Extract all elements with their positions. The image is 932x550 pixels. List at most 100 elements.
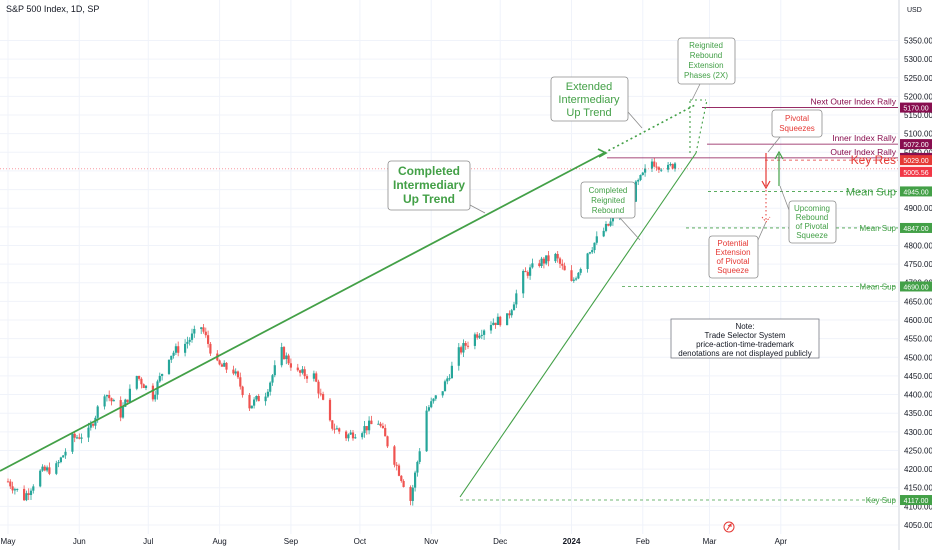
upcoming-rebound-line-3: of Pivotal: [796, 222, 829, 231]
candle-body: [512, 304, 516, 311]
candle-body: [411, 487, 414, 501]
candle-body: [257, 395, 260, 402]
extended-trend-line-1: Extended: [566, 81, 612, 93]
candle-body: [46, 467, 49, 471]
pivotal-squeezes-line-2: Squeezes: [779, 124, 815, 133]
candle-body: [655, 166, 658, 168]
candle-body: [71, 433, 74, 452]
candle-body: [508, 313, 511, 316]
candle-body: [384, 428, 387, 437]
candle-body: [112, 400, 115, 402]
candle-body: [607, 223, 610, 226]
candle-body: [78, 437, 81, 439]
replay-icon[interactable]: [723, 521, 735, 533]
candle-body: [556, 253, 559, 259]
level-label: Inner Index Rally: [832, 133, 897, 143]
candle-body: [92, 424, 95, 426]
squeeze-dotted-head: [761, 216, 771, 223]
candle-body: [188, 339, 191, 342]
candle-body: [209, 343, 212, 354]
completed-trend-arrow: [597, 148, 608, 158]
level-tag: [900, 495, 932, 506]
candle-body: [478, 335, 481, 338]
reignited-extension-annotation: Reignited Rebound Extension Phases (2X): [677, 37, 736, 85]
candle-body: [161, 373, 164, 376]
candle-body: [547, 255, 550, 262]
candle-body: [25, 493, 28, 501]
candle-body: [170, 355, 173, 360]
level-tag-text: 4847.00: [903, 226, 928, 233]
time-axis[interactable]: May Jun Jul Aug Sep Oct Nov Dec 2024 Feb Mar Apr: [0, 537, 787, 546]
candle-body: [110, 398, 113, 402]
price-axis-background[interactable]: [900, 0, 932, 550]
candle-body: [23, 488, 26, 501]
level-label: Outer Index Rally: [830, 147, 896, 157]
candle-body: [186, 341, 189, 344]
candle-body: [239, 377, 242, 387]
y-tick-label: 4550.00: [904, 335, 932, 344]
potential-ext-line-4: Squeeze: [717, 266, 749, 275]
candle-body: [138, 375, 141, 379]
candle-body: [673, 163, 677, 169]
candle-body: [255, 395, 258, 400]
candle-body: [660, 169, 663, 171]
extended-trend-annotation: Extended Intermediary Up Trend: [550, 76, 629, 122]
candle-body: [184, 343, 187, 353]
candle-body: [657, 167, 660, 170]
completed-rebound-line-1: Completed: [589, 186, 628, 195]
completed-trend-line-1: Completed: [398, 164, 460, 178]
candle-body: [285, 355, 288, 360]
level-tag: [900, 281, 932, 292]
candle-body: [430, 401, 433, 408]
candle-body: [464, 343, 467, 346]
candle-body: [144, 385, 148, 389]
y-tick-label: 4750.00: [904, 260, 932, 269]
reignited-ext-line-4: Phases (2X): [684, 71, 728, 80]
candle-body: [271, 375, 274, 383]
candle-body: [448, 378, 451, 380]
candle-body: [351, 432, 355, 439]
level-tag: [900, 102, 932, 113]
y-tick-label: 5150.00: [904, 111, 932, 120]
candle-body: [322, 394, 325, 400]
candle-body: [140, 378, 143, 385]
candle-body: [515, 293, 518, 305]
candle-body: [363, 426, 366, 434]
candle-body: [494, 322, 497, 326]
x-tick-label: Apr: [775, 537, 788, 546]
note-box: Note: Trade Selector System price-action…: [670, 318, 820, 359]
candle-body: [529, 267, 532, 276]
candle-body: [331, 420, 334, 429]
candle-body: [305, 376, 309, 379]
candle-body: [9, 481, 12, 487]
candle-body: [273, 365, 276, 376]
candle-body: [400, 475, 403, 481]
level-tag-text: 5029.00: [903, 158, 928, 165]
reignited-ext-line-3: Extension: [688, 61, 723, 70]
candle-body: [225, 362, 228, 370]
candle-body: [57, 462, 60, 464]
y-tick-label: 4900.00: [904, 204, 932, 213]
currency-label[interactable]: USD: [907, 7, 922, 14]
candle-body: [200, 327, 203, 329]
candle-body: [349, 432, 352, 435]
candle-body: [572, 279, 575, 281]
candle-body: [637, 179, 640, 182]
candle-body: [89, 424, 92, 428]
y-tick-label: 4100.00: [904, 502, 932, 511]
candle-body: [103, 396, 106, 407]
y-tick-label: 4500.00: [904, 353, 932, 362]
candle-body: [402, 480, 405, 487]
candle-body: [32, 486, 35, 491]
candle-body: [108, 395, 111, 399]
candle-body: [545, 255, 548, 264]
candle-body: [190, 333, 194, 340]
candle-body: [207, 335, 210, 344]
candle-body: [62, 455, 65, 458]
trend-overlays: [0, 83, 790, 498]
reignited-rebound-line: [459, 152, 697, 498]
candle-body: [202, 327, 205, 332]
x-tick-label: Feb: [636, 537, 650, 546]
levels: Next Outer Index Rally Inner Index Rally O…: [0, 97, 898, 505]
